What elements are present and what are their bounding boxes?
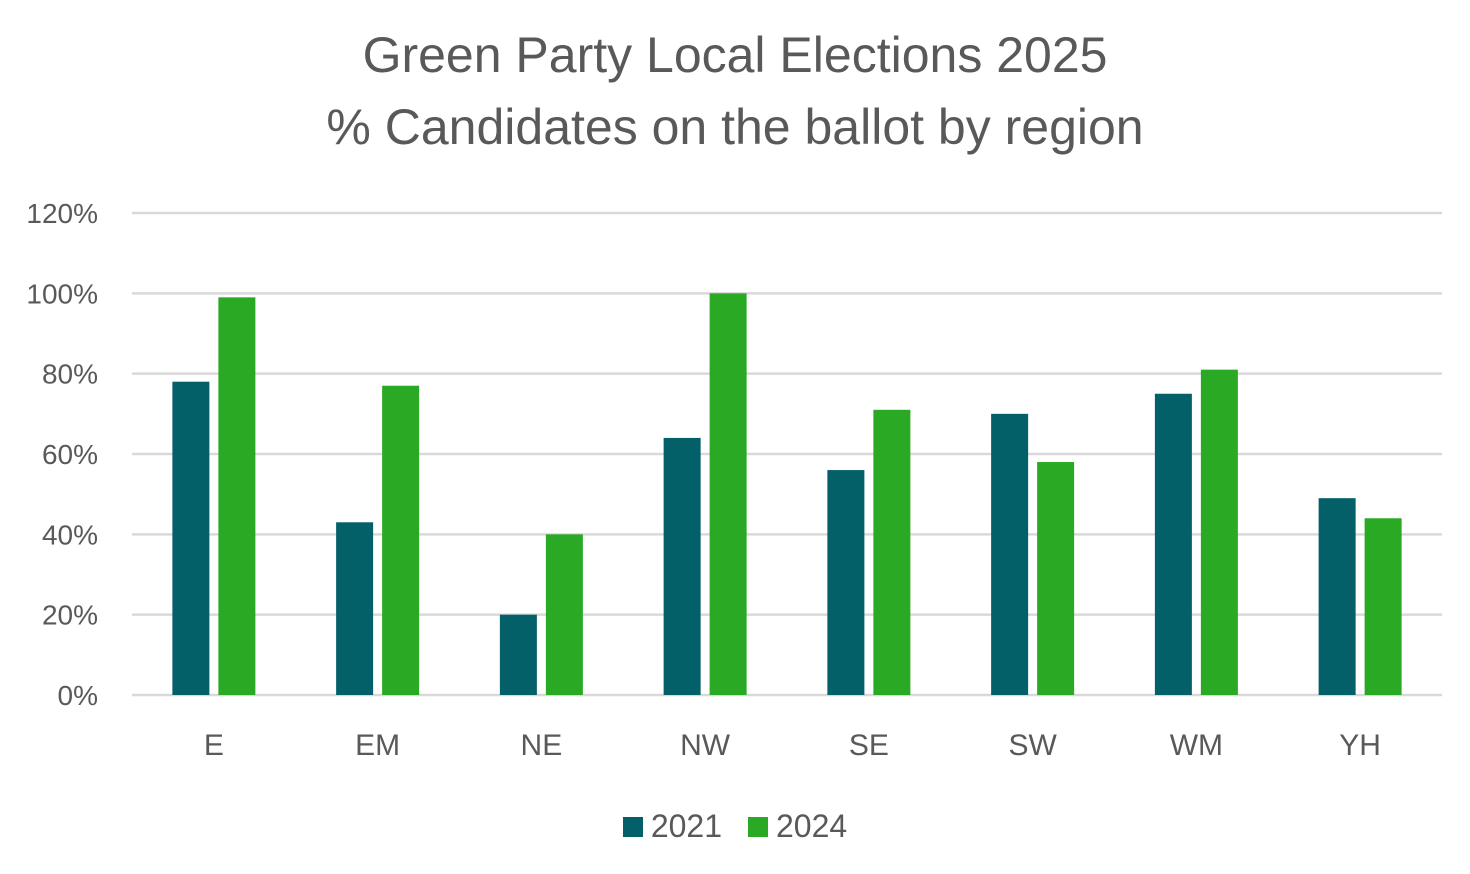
chart-subtitle: % Candidates on the ballot by region — [326, 99, 1144, 155]
legend-label: 2024 — [776, 808, 848, 844]
x-tick-label: E — [204, 729, 224, 762]
y-tick-label: 20% — [42, 600, 98, 631]
chart-title: Green Party Local Elections 2025 — [362, 27, 1108, 83]
bar-2024-EM — [382, 385, 420, 695]
y-tick-label: 120% — [26, 198, 98, 229]
x-tick-label: SW — [1008, 729, 1057, 762]
x-tick-label: YH — [1339, 729, 1381, 762]
bar-2024-NE — [545, 534, 583, 695]
bar-2021-NE — [499, 614, 537, 695]
bar-2024-WM — [1200, 369, 1238, 695]
legend-swatch — [748, 816, 768, 837]
bar-2021-EM — [336, 522, 374, 695]
y-tick-label: 80% — [42, 359, 98, 390]
bar-2024-YH — [1364, 518, 1402, 695]
bar-2024-SE — [873, 409, 911, 695]
legend-item-2021: 2021 — [622, 808, 722, 845]
bar-2024-SW — [1037, 462, 1075, 695]
y-tick-label: 60% — [42, 439, 98, 470]
bar-2021-SW — [991, 413, 1029, 695]
bar-2024-NW — [709, 293, 747, 695]
bar-2021-E — [172, 381, 210, 695]
legend-item-2024: 2024 — [748, 808, 847, 845]
bar-2021-SE — [827, 470, 865, 695]
bar-2021-WM — [1154, 393, 1192, 695]
legend-swatch — [622, 816, 643, 837]
legend-label: 2021 — [650, 808, 722, 844]
bar-2021-NW — [663, 437, 701, 695]
x-tick-label: NE — [521, 729, 563, 762]
x-tick-label: NW — [680, 729, 731, 762]
bar-2021-YH — [1318, 498, 1356, 695]
x-tick-label: WM — [1170, 729, 1223, 762]
x-tick-label: SE — [849, 729, 889, 762]
x-tick-label: EM — [355, 729, 400, 762]
y-tick-label: 0% — [58, 680, 98, 711]
y-tick-label: 100% — [26, 278, 98, 309]
y-tick-label: 40% — [42, 519, 98, 550]
chart-legend: 2021 2024 — [0, 808, 1470, 845]
bar-2024-E — [218, 297, 256, 695]
